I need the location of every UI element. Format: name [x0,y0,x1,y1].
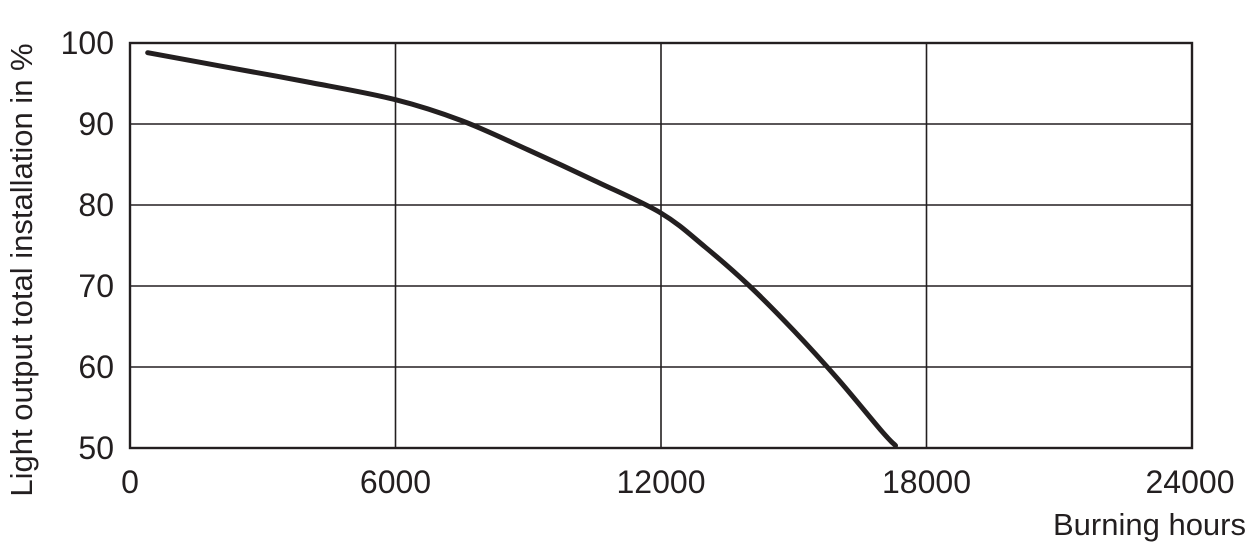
plot-frame [128,41,1194,450]
y-tick-label: 80 [78,187,114,223]
y-tick-label: 90 [78,106,114,142]
x-tick-label: 12000 [617,464,706,500]
x-tick-label: 6000 [360,464,431,500]
y-tick-label: 100 [61,25,114,61]
x-tick-label: 18000 [882,464,971,500]
y-tick-label: 60 [78,349,114,385]
y-tick-label: 70 [78,268,114,304]
x-tick-labels: 0 6000 12000 18000 24000 [121,464,1234,500]
x-tick-label: 24000 [1146,464,1235,500]
y-axis-title: Light output total installation in % [4,43,39,496]
series-layer [145,50,899,449]
y-tick-labels: 50 60 70 80 90 100 [61,25,114,466]
x-tick-label: 0 [121,464,139,500]
series-line [145,50,899,449]
y-tick-label: 50 [78,430,114,466]
grid [130,43,1192,448]
x-axis-title: Burning hours [1053,507,1246,542]
